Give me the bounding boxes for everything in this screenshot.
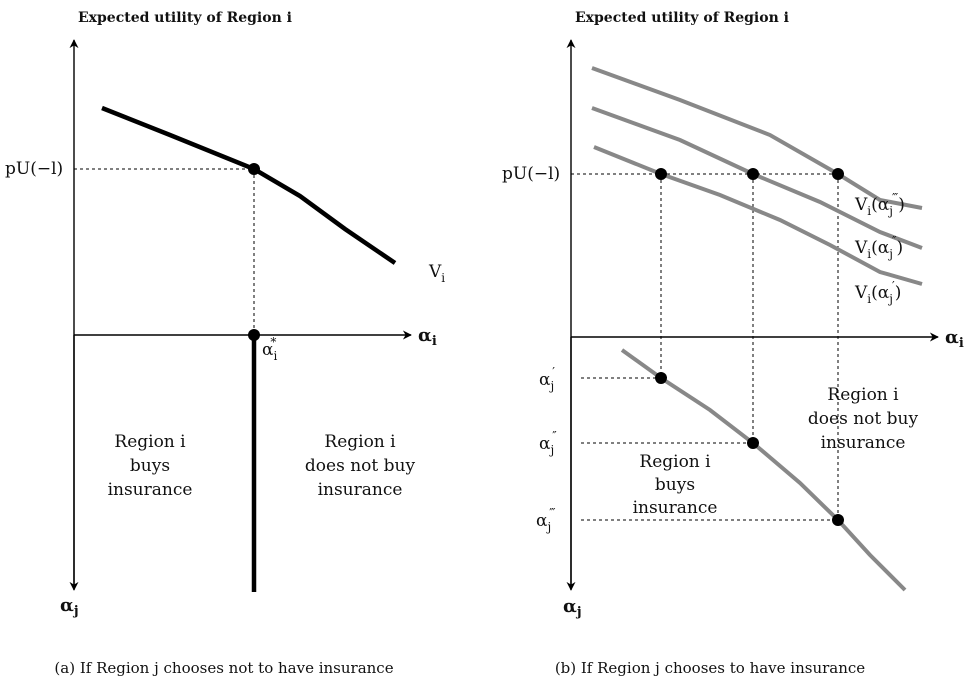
- panel-a-vi-label: Vi: [428, 262, 445, 285]
- svg-text:buys: buys: [655, 475, 695, 495]
- panel-b-x-axis-label: αi: [945, 327, 964, 351]
- panel-a-vi-curve: [101, 105, 397, 265]
- panel-b-curve-prime: [593, 145, 923, 286]
- panel-b-region-not-buy: Region i does not buy insurance: [808, 385, 919, 453]
- panel-a-x-axis-label: αi: [418, 325, 437, 349]
- panel-b-curve-label-triple-prime: Vi(αj‴): [854, 191, 905, 218]
- svg-text:insurance: insurance: [108, 480, 193, 500]
- svg-text:Region i: Region i: [114, 432, 186, 452]
- panel-a-region-not-buy: Region i does not buy insurance: [305, 432, 416, 500]
- panel-b-region-buys: Region i buys insurance: [633, 452, 718, 518]
- svg-text:buys: buys: [130, 456, 170, 476]
- panel-a-y-axis-title: Expected utility of Region i: [78, 10, 292, 26]
- panel-a-pu-label: pU(−l): [5, 159, 63, 179]
- panel-b-pu-label: pU(−l): [502, 164, 560, 184]
- svg-text:insurance: insurance: [318, 480, 403, 500]
- panel-a-point-alpha-star: [248, 329, 260, 341]
- panel-b-curve-double-prime: [591, 106, 923, 250]
- panel-b-point-pu-1: [655, 168, 667, 180]
- panel-a: Expected utility of Region i αi αj pU(−l…: [5, 10, 445, 677]
- panel-b-curve-label-prime: Vi(αj′): [854, 279, 901, 306]
- panel-b: Expected utility of Region i αi αj pU(−l…: [502, 10, 964, 677]
- panel-b-y-neg-label: αj: [563, 596, 582, 620]
- panel-b-curve-triple-prime: [591, 66, 923, 210]
- panel-b-y-axis-title: Expected utility of Region i: [575, 10, 789, 26]
- panel-b-point-pu-3: [832, 168, 844, 180]
- panel-b-boundary-curve: [620, 348, 907, 592]
- panel-b-caption: (b) If Region j chooses to have insuranc…: [555, 659, 865, 677]
- svg-text:does not buy: does not buy: [808, 409, 919, 429]
- svg-text:Region i: Region i: [827, 385, 899, 405]
- panel-a-caption: (a) If Region j chooses not to have insu…: [54, 659, 393, 677]
- svg-text:Region i: Region i: [324, 432, 396, 452]
- panel-b-tick-alpha-triple-prime: αj‴: [536, 506, 555, 534]
- panel-b-tick-alpha-double-prime: αj″: [539, 429, 557, 457]
- panel-b-point-pu-2: [747, 168, 759, 180]
- panel-b-point-alpha-triple-prime: [832, 514, 844, 526]
- panel-b-tick-alpha-prime: αj′: [539, 365, 555, 393]
- panel-a-region-buys: Region i buys insurance: [108, 432, 193, 500]
- svg-text:insurance: insurance: [821, 433, 906, 453]
- svg-text:Region i: Region i: [639, 452, 711, 472]
- panel-b-point-alpha-prime: [655, 372, 667, 384]
- panel-a-y-neg-label: αj: [60, 595, 79, 619]
- svg-text:insurance: insurance: [633, 498, 718, 518]
- panel-b-curve-label-double-prime: Vi(αj″): [854, 234, 903, 261]
- panel-b-point-alpha-double-prime: [747, 437, 759, 449]
- panel-a-point-pu: [248, 163, 260, 175]
- panel-a-alpha-star-label: αi*: [262, 335, 277, 363]
- svg-text:does not buy: does not buy: [305, 456, 416, 476]
